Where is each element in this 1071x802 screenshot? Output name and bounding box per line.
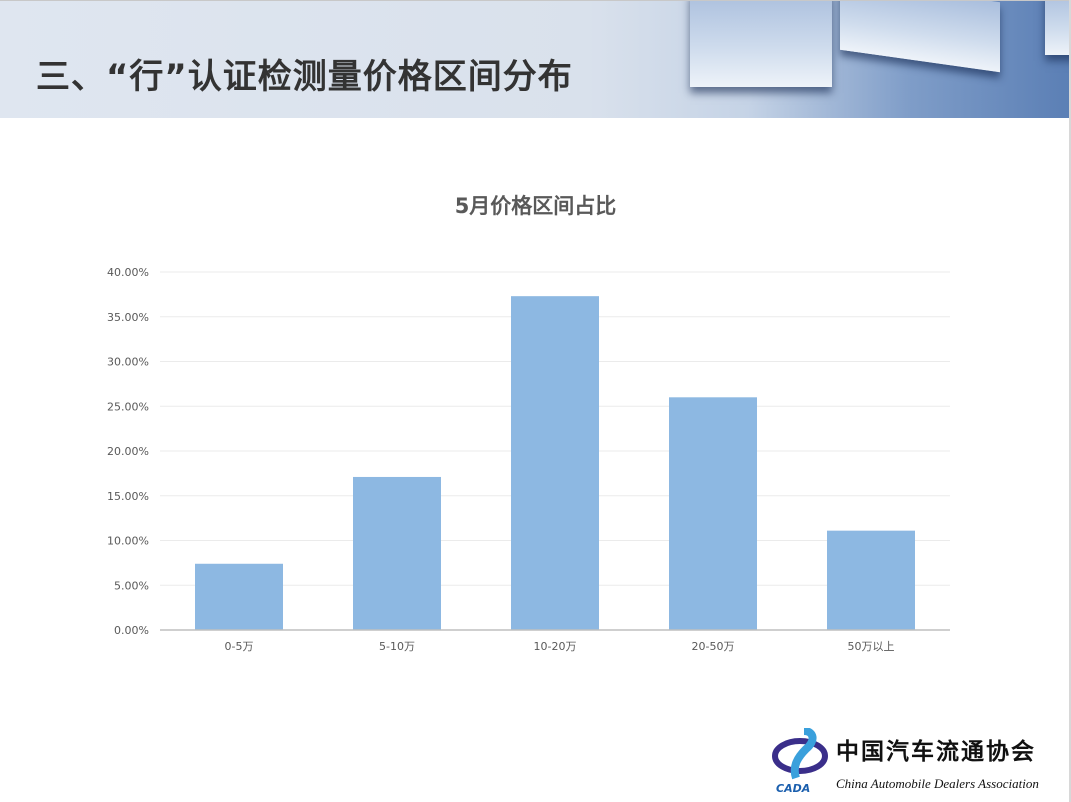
- logo-mark-text: CADA: [776, 782, 811, 795]
- x-tick-label: 10-20万: [534, 640, 577, 653]
- y-tick-label: 0.00%: [114, 624, 149, 637]
- y-tick-label: 15.00%: [107, 490, 149, 503]
- bar-20-50万: [669, 397, 757, 630]
- logo-english-name: China Automobile Dealers Association: [836, 776, 1039, 791]
- y-tick-label: 30.00%: [107, 356, 149, 369]
- chart-title: 5月价格区间占比: [454, 194, 617, 218]
- y-tick-label: 25.00%: [107, 400, 149, 413]
- y-tick-label: 10.00%: [107, 535, 149, 548]
- logo-chinese-name: 中国汽车流通协会: [836, 738, 1036, 765]
- x-tick-label: 0-5万: [225, 640, 254, 653]
- bar-chart: 0.00% 5.00% 10.00% 15.00% 20.00% 25.00% 30.00%…: [107, 266, 950, 653]
- bar-10-20万: [511, 296, 599, 630]
- x-tick-label: 50万以上: [848, 640, 895, 653]
- decorative-cube: [1045, 1, 1069, 55]
- y-tick-label: 20.00%: [107, 445, 149, 458]
- bar-0-5万: [195, 563, 283, 630]
- cada-logo: CADA 中国汽车流通协会 China Automobile Dealers A…: [772, 728, 1066, 800]
- bar-5-10万: [353, 476, 441, 630]
- header-banner: 三、“行”认证检测量价格区间分布: [0, 1, 1069, 118]
- top-border: [0, 0, 1071, 1]
- page-title: 三、“行”认证检测量价格区间分布: [36, 57, 573, 97]
- y-tick-label: 40.00%: [107, 266, 149, 279]
- decorative-cube: [840, 1, 1000, 73]
- cada-emblem-icon: [772, 728, 828, 780]
- decorative-cube: [690, 1, 832, 87]
- x-tick-label: 20-50万: [692, 640, 735, 653]
- bar-50万以上: [827, 530, 915, 630]
- right-border: [1069, 0, 1071, 802]
- x-tick-label: 5-10万: [379, 640, 415, 653]
- y-tick-label: 35.00%: [107, 311, 149, 324]
- y-tick-label: 5.00%: [114, 579, 149, 592]
